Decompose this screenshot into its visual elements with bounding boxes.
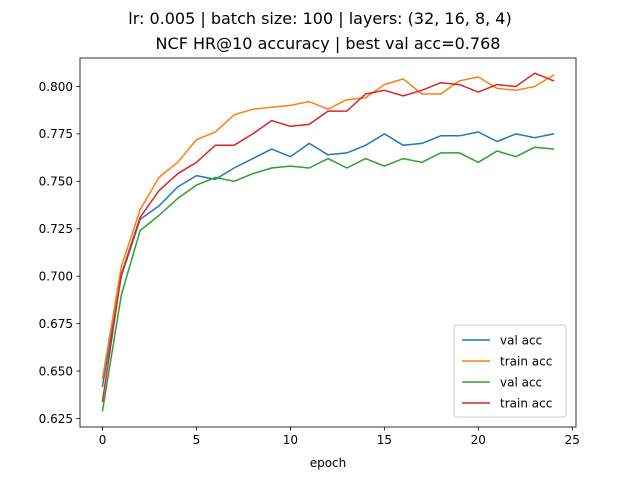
x-axis-label: epoch <box>310 456 347 470</box>
y-tick-label: 0.650 <box>39 364 73 378</box>
legend-box <box>453 324 567 418</box>
y-tick-label: 0.625 <box>39 412 73 426</box>
legend-label-3: val acc <box>500 375 542 389</box>
x-tick-label: 0 <box>99 433 107 447</box>
series-line-4 <box>101 72 555 403</box>
legend-label-2: train acc <box>500 354 552 368</box>
axis-ticks: 0 5 10 15 20 25 0.625 0.650 0.675 0.700 0.725 0.750… <box>39 80 580 447</box>
series-line-2 <box>101 74 555 380</box>
y-tick-label: 0.800 <box>39 80 73 94</box>
x-tick-label: 15 <box>377 433 392 447</box>
x-tick-label: 10 <box>283 433 298 447</box>
y-tick-label: 0.775 <box>39 127 73 141</box>
y-tick-label: 0.725 <box>39 222 73 236</box>
y-tick-label: 0.750 <box>39 175 73 189</box>
x-tick-label: 20 <box>471 433 486 447</box>
x-tick-label: 25 <box>565 433 580 447</box>
plot-area <box>79 57 577 428</box>
legend-label-4: train acc <box>500 396 552 410</box>
chart-title: lr: 0.005 | batch size: 100 | layers: (3… <box>128 9 511 28</box>
series-line-1 <box>101 131 555 388</box>
axes-frame <box>79 57 577 428</box>
legend: val acc train acc val acc train acc <box>453 324 567 418</box>
y-tick-label: 0.675 <box>39 317 73 331</box>
chart-subtitle: NCF HR@10 accuracy | best val acc=0.768 <box>156 34 501 53</box>
y-tick-label: 0.700 <box>39 269 73 283</box>
series-line-3 <box>101 146 555 412</box>
legend-label-1: val acc <box>500 333 542 347</box>
x-tick-label: 5 <box>193 433 201 447</box>
